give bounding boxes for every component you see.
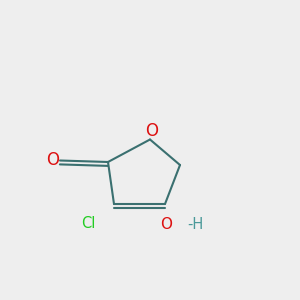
Text: O: O xyxy=(46,151,59,169)
Text: -H: -H xyxy=(188,217,204,232)
Text: O: O xyxy=(160,217,172,232)
Text: Cl: Cl xyxy=(81,216,96,231)
Text: O: O xyxy=(145,122,158,140)
